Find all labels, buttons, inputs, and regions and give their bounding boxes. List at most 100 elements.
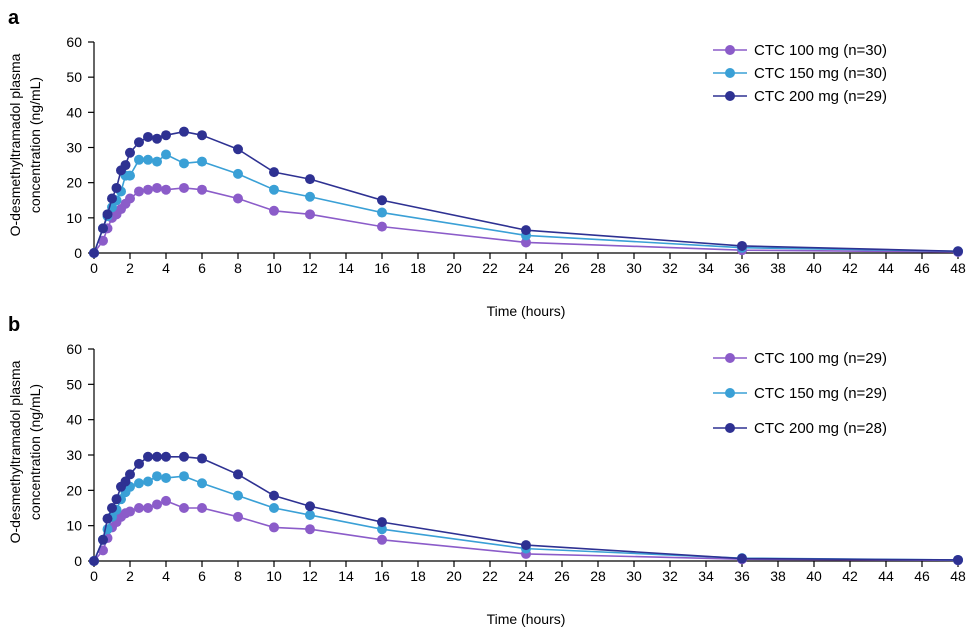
x-tick-label: 30 bbox=[626, 260, 642, 276]
data-point bbox=[98, 223, 108, 234]
data-point bbox=[179, 471, 189, 482]
data-point bbox=[161, 472, 171, 483]
x-tick-label: 32 bbox=[662, 260, 678, 276]
data-point bbox=[305, 174, 315, 185]
x-tick-label: 36 bbox=[734, 260, 750, 276]
data-point bbox=[197, 503, 207, 513]
data-point bbox=[953, 554, 963, 565]
x-tick-label: 30 bbox=[626, 568, 642, 584]
data-point bbox=[89, 248, 99, 258]
data-point bbox=[233, 511, 243, 522]
data-point bbox=[152, 471, 162, 482]
data-point bbox=[143, 131, 153, 142]
x-tick-label: 24 bbox=[518, 568, 534, 584]
data-point bbox=[134, 478, 144, 489]
data-point bbox=[197, 156, 207, 167]
data-point bbox=[269, 490, 279, 501]
data-point bbox=[305, 524, 315, 535]
data-point bbox=[125, 469, 135, 480]
panel-label: a bbox=[8, 7, 20, 29]
x-tick-label: 16 bbox=[374, 260, 390, 276]
data-point bbox=[737, 240, 747, 251]
y-tick-label: 50 bbox=[66, 69, 82, 85]
data-point bbox=[197, 184, 207, 195]
series-3 bbox=[89, 451, 963, 566]
data-point bbox=[161, 495, 171, 506]
x-tick-label: 28 bbox=[590, 260, 606, 276]
data-point bbox=[161, 184, 171, 195]
series-2 bbox=[89, 471, 963, 566]
data-point bbox=[120, 160, 131, 171]
data-point bbox=[233, 193, 243, 204]
data-point bbox=[377, 524, 387, 535]
x-tick-label: 14 bbox=[338, 260, 354, 276]
data-point bbox=[143, 451, 153, 462]
data-point bbox=[197, 130, 207, 141]
data-point bbox=[152, 133, 162, 144]
x-axis-title: Time (hours) bbox=[487, 611, 566, 627]
data-point bbox=[125, 147, 135, 158]
data-point bbox=[305, 191, 315, 202]
data-point bbox=[125, 506, 135, 517]
x-tick-label: 18 bbox=[410, 260, 426, 276]
data-point bbox=[269, 205, 279, 216]
series-3 bbox=[89, 126, 963, 258]
x-tick-label: 0 bbox=[90, 568, 98, 584]
data-point bbox=[111, 182, 122, 193]
y-tick-label: 20 bbox=[66, 482, 82, 498]
x-tick-label: 40 bbox=[806, 260, 822, 276]
x-tick-label: 20 bbox=[446, 260, 462, 276]
data-point bbox=[125, 193, 135, 204]
data-point bbox=[134, 458, 144, 469]
x-tick-label: 0 bbox=[90, 260, 98, 276]
x-tick-label: 4 bbox=[162, 568, 170, 584]
x-tick-label: 10 bbox=[266, 260, 282, 276]
x-tick-label: 14 bbox=[338, 568, 354, 584]
y-tick-label: 40 bbox=[66, 104, 82, 120]
data-point bbox=[134, 503, 144, 513]
legend-marker bbox=[725, 45, 735, 55]
x-tick-label: 22 bbox=[482, 568, 498, 584]
x-tick-label: 12 bbox=[302, 260, 318, 276]
y-tick-label: 0 bbox=[74, 553, 82, 569]
data-point bbox=[161, 149, 171, 160]
x-tick-label: 26 bbox=[554, 568, 570, 584]
x-tick-label: 32 bbox=[662, 568, 678, 584]
data-point bbox=[102, 209, 113, 220]
data-point bbox=[134, 137, 144, 148]
data-point bbox=[98, 235, 108, 246]
x-tick-label: 2 bbox=[126, 260, 134, 276]
data-point bbox=[377, 221, 387, 232]
data-point bbox=[233, 469, 243, 480]
legend-marker bbox=[725, 423, 735, 433]
legend-marker bbox=[725, 388, 735, 398]
data-point bbox=[152, 156, 162, 167]
data-point bbox=[737, 553, 747, 564]
data-point bbox=[179, 182, 189, 193]
x-tick-label: 8 bbox=[234, 568, 242, 584]
x-tick-label: 6 bbox=[198, 260, 206, 276]
data-point bbox=[179, 503, 189, 513]
data-point bbox=[377, 534, 387, 545]
data-point bbox=[98, 534, 108, 545]
legend-label: CTC 200 mg (n=29) bbox=[754, 88, 887, 105]
x-tick-label: 40 bbox=[806, 568, 822, 584]
data-point bbox=[521, 225, 531, 236]
legend-label: CTC 150 mg (n=29) bbox=[754, 385, 887, 402]
legend-label: CTC 100 mg (n=29) bbox=[754, 350, 887, 367]
y-tick-label: 0 bbox=[74, 245, 82, 261]
data-point bbox=[161, 130, 171, 141]
data-point bbox=[107, 193, 117, 204]
data-point bbox=[98, 545, 108, 556]
y-axis-title-line2: concentration (ng/mL) bbox=[27, 384, 43, 520]
data-point bbox=[134, 186, 144, 197]
data-point bbox=[143, 154, 153, 165]
data-point bbox=[305, 501, 315, 512]
legend-label: CTC 150 mg (n=30) bbox=[754, 65, 887, 82]
y-axis-title-line1: O-desmethyltramadol plasma bbox=[7, 360, 23, 543]
legend-label: CTC 100 mg (n=30) bbox=[754, 42, 887, 59]
data-point bbox=[102, 513, 113, 524]
data-point bbox=[125, 170, 135, 181]
data-point bbox=[161, 451, 171, 462]
data-point bbox=[305, 510, 315, 521]
